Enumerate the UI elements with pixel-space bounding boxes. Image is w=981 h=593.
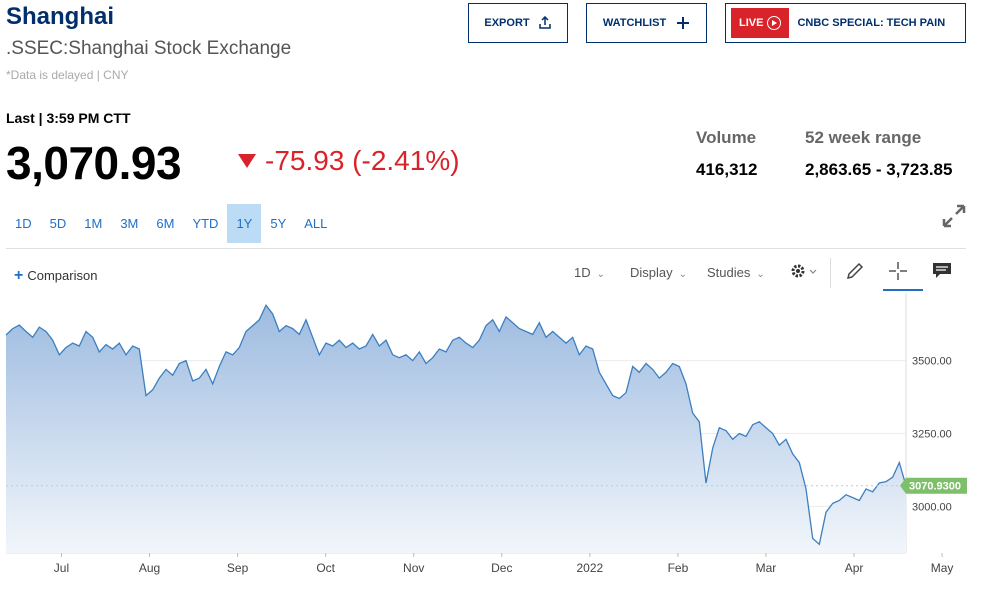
export-button[interactable]: EXPORT (468, 3, 568, 43)
plus-icon (677, 17, 690, 29)
y-tick-label: 3000.00 (912, 501, 952, 513)
price-change: -75.93 (-2.41%) (237, 145, 460, 177)
x-tick-label: Dec (491, 561, 512, 575)
x-tick-label: May (931, 561, 954, 575)
x-tick-label: Feb (668, 561, 689, 575)
volume-value: 416,312 (696, 160, 758, 179)
play-icon (767, 16, 782, 30)
comparison-button[interactable]: + Comparison (14, 267, 97, 285)
range-tab-1y[interactable]: 1Y (227, 204, 262, 243)
live-badge: LIVE (731, 8, 790, 38)
interval-dropdown[interactable]: 1D ⌄ (574, 265, 605, 280)
range-label: 52 week range (805, 128, 922, 147)
range-tab-5d[interactable]: 5D (49, 216, 67, 231)
watchlist-button[interactable]: WATCHLIST (586, 3, 707, 43)
price-line (5, 303, 907, 546)
time-range-selector: 1D 5D 1M 3M 6M YTD 1Y 5Y ALL (6, 204, 336, 243)
range-tab-all[interactable]: ALL (304, 216, 328, 231)
range-tab-5y[interactable]: 5Y (270, 216, 287, 231)
chevron-down-icon: ⌄ (596, 269, 606, 280)
last-price-tag: 3070.9300 (900, 477, 967, 494)
price-area (6, 305, 906, 553)
x-tick-label: Jul (54, 561, 69, 575)
y-tick-label: 3500.00 (912, 356, 952, 368)
range-value: 2,863.65 - 3,723.85 (805, 160, 953, 179)
comparison-label: Comparison (27, 268, 98, 283)
watchlist-label: WATCHLIST (602, 17, 667, 29)
toolbar-separator (830, 258, 831, 288)
last-updated-label: Last | 3:59 PM CTT (6, 110, 131, 126)
studies-label: Studies (707, 265, 751, 280)
display-label: Display (630, 265, 673, 280)
toolbar-divider (6, 248, 966, 249)
interval-label: 1D (574, 265, 591, 280)
x-tick-label: Nov (403, 561, 424, 575)
chevron-down-icon: ⌄ (756, 269, 765, 280)
down-arrow-icon (238, 154, 256, 168)
price-change-value: -75.93 (-2.41%) (265, 145, 460, 176)
delayed-note: *Data is delayed | CNY (6, 68, 129, 82)
chevron-down-icon: ⌄ (678, 269, 688, 280)
crosshair-icon[interactable] (888, 261, 908, 281)
range-tab-1d[interactable]: 1D (15, 216, 32, 231)
x-tick-label: Aug (139, 561, 160, 575)
volume-label: Volume (696, 128, 757, 147)
price-chart[interactable]: 3500.00 3250.00 3000.00 Jul Aug Sep Oct Nov Dec… (0, 293, 981, 593)
last-price-tag-label: 3070.9300 (909, 481, 961, 493)
pencil-icon[interactable] (845, 261, 865, 281)
range-tab-3m[interactable]: 3M (120, 216, 139, 231)
page-title: Shanghai (6, 3, 115, 30)
display-dropdown[interactable]: Display ⌄ (630, 265, 687, 280)
last-price: 3,070.93 (6, 137, 182, 189)
x-tick-label: 2022 (577, 561, 604, 575)
range-tab-1m[interactable]: 1M (84, 216, 103, 231)
price-tag-shape (900, 477, 967, 494)
plus-icon: + (14, 267, 24, 284)
x-tick-label: Oct (316, 561, 335, 575)
gear-icon[interactable] (790, 263, 818, 281)
studies-dropdown[interactable]: Studies ⌄ (707, 265, 765, 280)
range-tab-6m[interactable]: 6M (156, 216, 175, 231)
export-label: EXPORT (484, 17, 530, 29)
share-icon (538, 16, 551, 29)
active-tool-indicator (883, 289, 923, 291)
range-tab-ytd[interactable]: YTD (192, 216, 219, 231)
y-tick-label: 3250.00 (912, 428, 952, 440)
live-label: LIVE (739, 17, 764, 29)
expand-icon[interactable] (940, 202, 968, 230)
x-tick-label: Mar (756, 561, 777, 575)
x-tick-label: Apr (845, 561, 864, 575)
comment-icon[interactable] (932, 262, 952, 280)
exchange-subtitle: .SSEC:Shanghai Stock Exchange (6, 38, 292, 59)
special-label: CNBC SPECIAL: TECH PAIN (797, 17, 946, 29)
live-special-button[interactable]: LIVE CNBC SPECIAL: TECH PAIN (725, 3, 966, 43)
x-tick-label: Sep (227, 561, 249, 575)
